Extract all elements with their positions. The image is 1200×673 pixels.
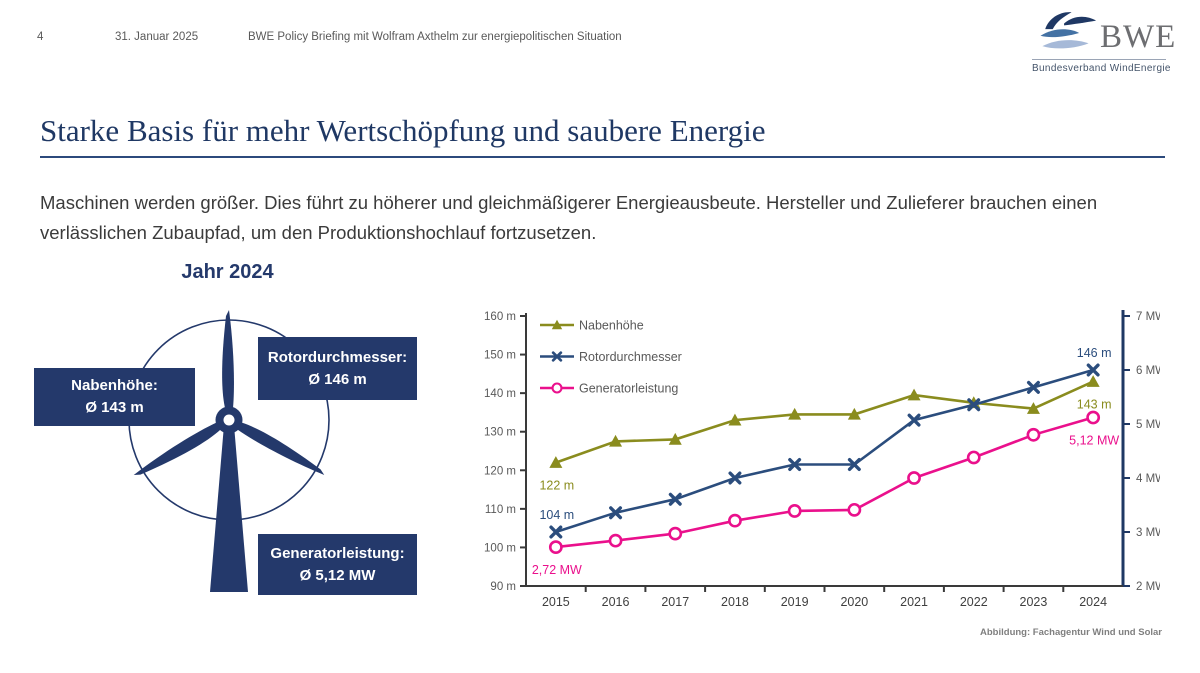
intro-text: Maschinen werden größer. Dies führt zu h… bbox=[40, 192, 1098, 243]
svg-text:Generatorleistung: Generatorleistung bbox=[579, 382, 678, 396]
page-number: 4 bbox=[37, 31, 44, 43]
generator-power-value: Ø 5,12 MW bbox=[299, 566, 376, 584]
logo-divider bbox=[1032, 59, 1166, 60]
svg-text:4 MW: 4 MW bbox=[1136, 473, 1160, 485]
svg-text:90 m: 90 m bbox=[490, 581, 516, 593]
legend-item-generatorleistung: Generatorleistung bbox=[540, 382, 678, 396]
hub-height-label-box: Nabenhöhe: Ø 143 m bbox=[34, 368, 195, 426]
svg-text:2024: 2024 bbox=[1079, 595, 1107, 609]
series-2-generatorleistung bbox=[548, 410, 1101, 555]
svg-text:160 m: 160 m bbox=[484, 311, 516, 323]
wind-turbine-icon bbox=[128, 310, 330, 592]
svg-text:146 m: 146 m bbox=[1077, 346, 1112, 360]
rotor-diameter-label: Rotordurchmesser: bbox=[267, 348, 408, 366]
svg-text:2017: 2017 bbox=[661, 595, 689, 609]
svg-text:2015: 2015 bbox=[542, 595, 570, 609]
svg-text:Rotordurchmesser: Rotordurchmesser bbox=[579, 350, 682, 364]
svg-text:3 MW: 3 MW bbox=[1136, 527, 1160, 539]
hub-height-label: Nabenhöhe: bbox=[71, 377, 158, 395]
logo-acronym: BWE bbox=[1100, 19, 1177, 55]
series-1-rotordurchmesser bbox=[549, 363, 1100, 539]
svg-text:130 m: 130 m bbox=[484, 427, 516, 439]
svg-text:100 m: 100 m bbox=[484, 542, 516, 554]
svg-text:2023: 2023 bbox=[1020, 595, 1048, 609]
svg-text:143 m: 143 m bbox=[1077, 398, 1112, 412]
svg-text:Nabenhöhe: Nabenhöhe bbox=[579, 319, 644, 333]
svg-text:120 m: 120 m bbox=[484, 465, 516, 477]
svg-text:150 m: 150 m bbox=[484, 350, 516, 362]
line-chart: 90 m 100 m 110 m 120 m 130 m 140 m 150 m 160 m 2… bbox=[480, 300, 1166, 630]
legend-item-rotordurchmesser: Rotordurchmesser bbox=[540, 350, 682, 364]
rotor-diameter-label-box: Rotordurchmesser: Ø 146 m bbox=[258, 337, 417, 400]
svg-text:2018: 2018 bbox=[721, 595, 749, 609]
generator-power-label: Generatorleistung: bbox=[270, 544, 405, 562]
header-briefing-title: BWE Policy Briefing mit Wolfram Axthelm … bbox=[248, 31, 622, 43]
svg-text:140 m: 140 m bbox=[484, 388, 516, 400]
x-axis: 2015 2016 2017 2018 2019 2020 2021 2022 2023 2024 bbox=[526, 585, 1123, 609]
svg-text:2016: 2016 bbox=[602, 595, 630, 609]
svg-text:6 MW: 6 MW bbox=[1136, 365, 1160, 377]
hub-height-value: Ø 143 m bbox=[85, 399, 144, 416]
series-0-nabenhöhe bbox=[549, 375, 1100, 468]
svg-text:7 MW: 7 MW bbox=[1136, 311, 1160, 323]
svg-text:5 MW: 5 MW bbox=[1136, 419, 1160, 431]
title-underline bbox=[40, 156, 1165, 158]
svg-text:2020: 2020 bbox=[840, 595, 868, 609]
svg-text:104 m: 104 m bbox=[539, 508, 574, 522]
svg-text:2,72 MW: 2,72 MW bbox=[532, 563, 582, 577]
bwe-logo: BWE Bundesverband WindEnergie bbox=[1032, 8, 1175, 74]
svg-text:2019: 2019 bbox=[781, 595, 809, 609]
chart-source-caption: Abbildung: Fachagentur Wind und Solar bbox=[980, 627, 1162, 638]
svg-text:5,12 MW: 5,12 MW bbox=[1069, 434, 1119, 448]
rotor-diameter-value: Ø 146 m bbox=[308, 370, 367, 388]
right-axis: 2 MW 3 MW 4 MW 5 MW 6 MW 7 MW bbox=[1121, 310, 1166, 593]
wind-turbine-logo-icon bbox=[1040, 12, 1097, 49]
left-axis: 90 m 100 m 110 m 120 m 130 m 140 m 150 m 160 m bbox=[484, 311, 527, 593]
svg-text:110 m: 110 m bbox=[485, 504, 516, 516]
diagram-title: Jahr 2024 bbox=[181, 261, 274, 283]
chart-legend: Nabenhöhe Rotordurchmesser Generatorleistu… bbox=[540, 319, 682, 396]
legend-item-nabenhöhe: Nabenhöhe bbox=[540, 319, 644, 333]
svg-text:2 MW: 2 MW bbox=[1136, 581, 1160, 593]
header-date: 31. Januar 2025 bbox=[115, 31, 199, 43]
generator-power-label-box: Generatorleistung: Ø 5,12 MW bbox=[258, 534, 417, 595]
point-labels: 122 m 104 m 2,72 MW 146 m 143 m 5,12 MW bbox=[532, 346, 1120, 577]
logo-subtitle: Bundesverband WindEnergie bbox=[1032, 63, 1171, 74]
svg-text:2022: 2022 bbox=[960, 595, 988, 609]
svg-text:2021: 2021 bbox=[900, 595, 928, 609]
page-title: Starke Basis für mehr Wertschöpfung und … bbox=[40, 113, 766, 148]
svg-text:122 m: 122 m bbox=[539, 479, 574, 493]
